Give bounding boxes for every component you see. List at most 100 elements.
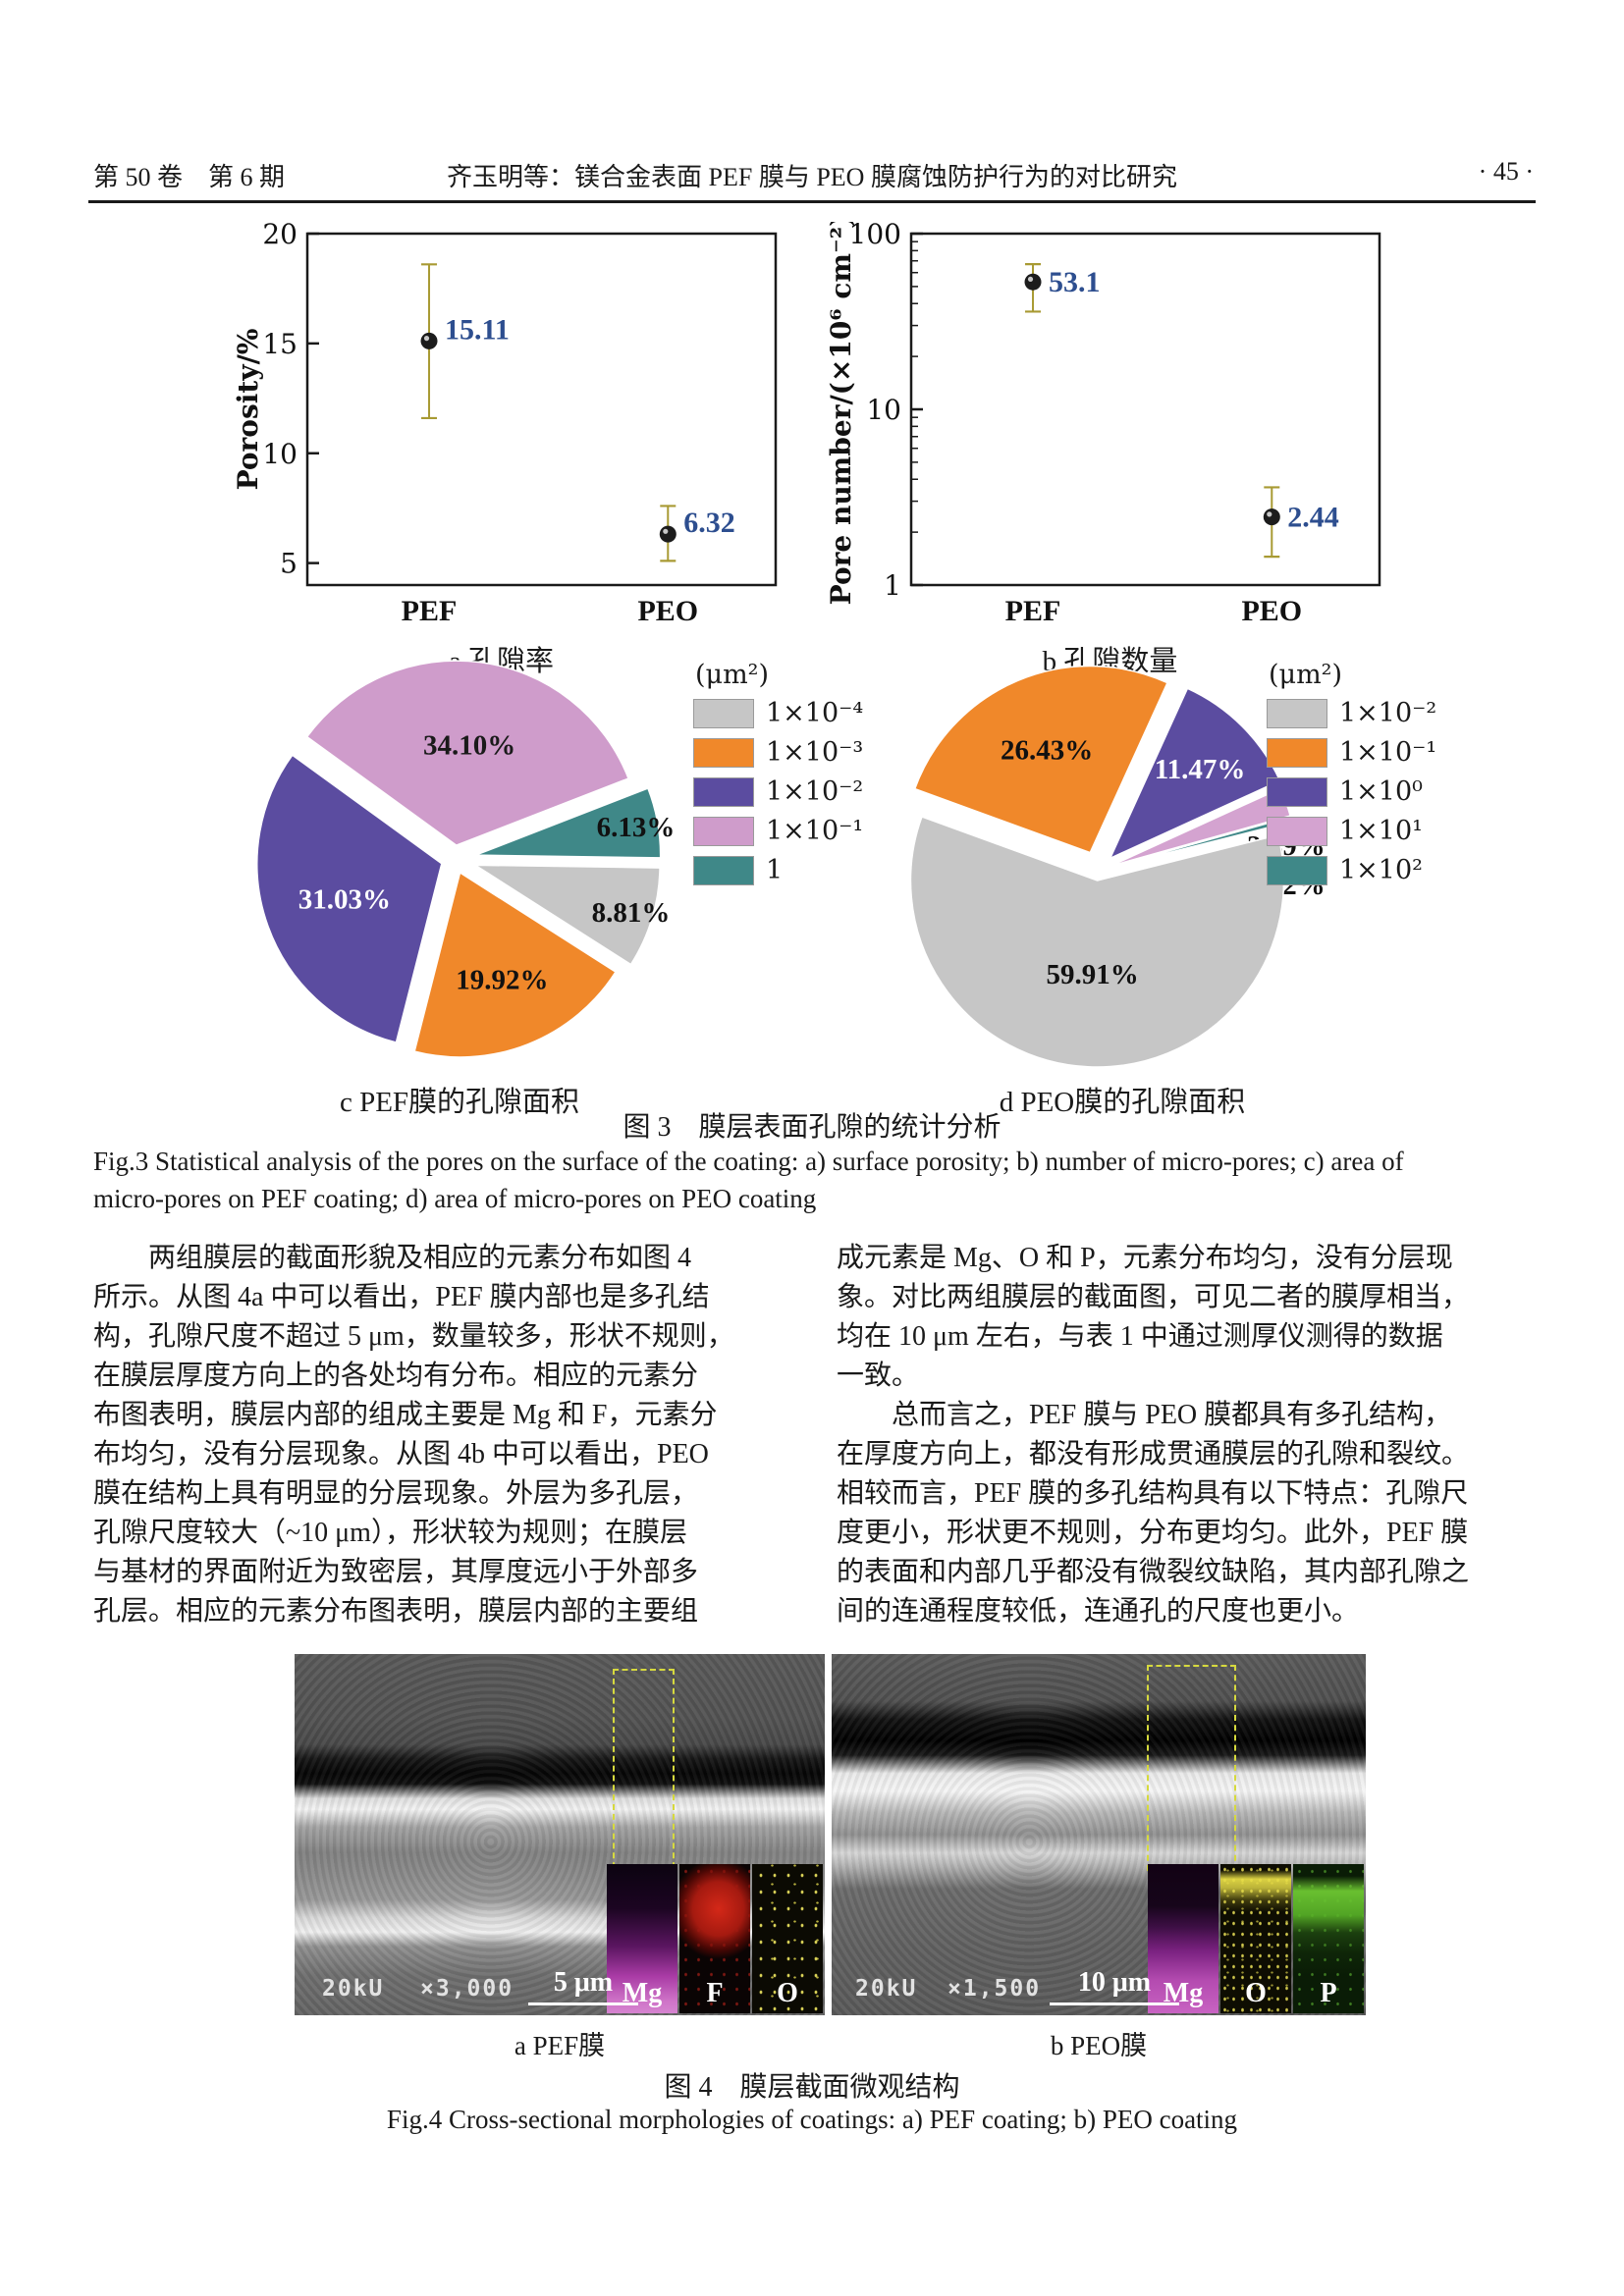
legend-label: 1×10⁻¹: [766, 816, 864, 846]
body-text-line: 与基材的界面附近为致密层，其厚度远小于外部多: [93, 1557, 699, 1587]
pie-slice: [475, 787, 662, 859]
legend-label: 1×10⁻⁴: [766, 698, 864, 728]
data-point-highlight: [1027, 276, 1034, 283]
sem-magnification-text: ×3,000: [420, 1976, 514, 2002]
scale-bar-label: 5 μm: [553, 1967, 614, 1998]
legend-label: 1×10⁻²: [766, 776, 864, 807]
y-tick-label: 15: [262, 328, 298, 360]
figure4-caption-en: Fig.4 Cross-sectional morphologies of co…: [386, 2105, 1238, 2134]
legend-label: 1×10⁻²: [1339, 698, 1437, 728]
body-text-line: 度更小，形状更不规则，分布更均匀。此外，PEF 膜: [837, 1518, 1469, 1548]
y-axis-label: Porosity/%: [232, 329, 264, 491]
eds-label-f: F: [706, 1978, 724, 2008]
pie-slice: [909, 816, 1285, 1068]
body-column-left: 两组膜层的截面形貌及相应的元素分布如图 4 所示。从图 4a 中可以看出，PEF …: [93, 1239, 792, 1631]
roi-dashed-box: [1146, 1665, 1236, 1872]
y-tick-label: 10: [866, 394, 901, 426]
pie-slice-label: 59.91%: [1047, 959, 1139, 990]
eds-map-strip: Mg F O: [607, 1864, 823, 2013]
legend-row: 1×10¹: [1267, 816, 1436, 846]
sem-b-caption: b PEO膜: [1050, 2031, 1148, 2060]
y-tick-label: 100: [849, 222, 901, 250]
chart-c-caption: c PEF膜的孔隙面积: [339, 1087, 580, 1118]
chart-d-caption: d PEO膜的孔隙面积: [999, 1087, 1246, 1118]
body-text-line: 孔层。相应的元素分布图表明，膜层内部的主要组: [93, 1596, 699, 1627]
data-point-highlight: [1267, 511, 1272, 517]
eds-map-o: O: [1220, 1864, 1291, 2013]
body-text-line: 布图表明，膜层内部的组成主要是 Mg 和 F，元素分: [93, 1400, 718, 1430]
pie-slice-label: 34.10%: [423, 730, 515, 762]
data-point-value-label: 53.1: [1049, 266, 1101, 298]
legend-label: 1×10⁻³: [766, 737, 864, 768]
pie-slice: [256, 754, 443, 1043]
legend-row: 1: [693, 855, 863, 885]
pie-slice-label: 26.43%: [1001, 734, 1093, 766]
body-text-line: 间的连通程度较低，连通孔的尺度也更小。: [837, 1596, 1360, 1627]
pie-plot-d: 26.43%11.47%2.49%0.42%59.91%: [909, 665, 1326, 1068]
legend-row: 1×10²: [1267, 855, 1436, 885]
y-tick-label: 5: [280, 548, 298, 580]
pie-slice-label: 8.81%: [592, 897, 671, 929]
pie-slice-label: 6.13%: [597, 812, 676, 843]
body-text-line: 相较而言，PEF 膜的多孔结构具有以下特点：孔隙尺: [837, 1478, 1469, 1509]
pie-slice-label: 31.03%: [298, 884, 391, 916]
y-axis-label: Pore number/(×10⁶ cm⁻²): [825, 222, 857, 605]
legend-swatch: [693, 737, 754, 768]
pie-slice: [413, 871, 618, 1058]
body-column-right: 成元素是 Mg、O 和 P，元素分布均匀，没有分层现 象。对比两组膜层的截面图，可…: [837, 1239, 1536, 1631]
legend-row: 1×10⁻¹: [1267, 737, 1436, 768]
data-point-highlight: [423, 336, 430, 342]
data-point-value-label: 15.11: [445, 313, 510, 346]
pie-slice-label: 19.92%: [456, 964, 548, 995]
journal-volume-issue: 第 50 卷 第 6 期: [93, 163, 286, 191]
legend-label: 1×10²: [1339, 855, 1423, 885]
legend-swatch: [1267, 698, 1327, 728]
sem-a-caption: a PEF膜: [514, 2031, 606, 2060]
body-text-line: 象。对比两组膜层的截面图，可见二者的膜厚相当，: [837, 1282, 1470, 1312]
legend-swatch: [1267, 737, 1327, 768]
x-category-label: PEO: [1241, 595, 1302, 627]
eds-map-mg: Mg: [1148, 1864, 1218, 2013]
sem-image-pef-cross-section: Mg F O 20kU ×3,000 5 μm: [295, 1654, 825, 2015]
pie-chart-pef-pore-area: 34.10% 6.13% 8.81% 19.92% 31.03% (μm²) 1×10⁻…: [224, 650, 955, 1133]
eds-label-p: P: [1320, 1978, 1337, 2008]
eds-map-mg: Mg: [607, 1864, 677, 2013]
y-tick-label: 20: [262, 222, 298, 250]
legend-row: 1×10⁻²: [1267, 698, 1436, 728]
page-number: · 45 ·: [1478, 157, 1534, 186]
legend-row: 1×10⁻²: [693, 776, 863, 807]
body-text-line: 两组膜层的截面形貌及相应的元素分布如图 4: [93, 1243, 692, 1273]
eds-map-strip: Mg O P: [1148, 1864, 1364, 2013]
body-text-line: 成元素是 Mg、O 和 P，元素分布均匀，没有分层现: [837, 1243, 1453, 1273]
figure4-caption-cn: 图 4 膜层截面微观结构: [664, 2072, 960, 2103]
scale-bar-label: 10 μm: [1077, 1967, 1152, 1998]
data-point: [1263, 508, 1280, 526]
legend-swatch: [693, 855, 754, 885]
body-text-line: 膜在结构上具有明显的分层现象。外层为多孔层，: [93, 1478, 699, 1509]
data-point-value-label: 6.32: [683, 507, 735, 539]
pie-chart-peo-pore-area: 26.43% 11.47% 2.49% 0.42% 59.91% (μm²) 1×10⁻…: [872, 650, 1624, 1133]
legend-title: (μm²): [695, 660, 770, 690]
legend-swatch: [693, 698, 754, 728]
eds-map-p: P: [1293, 1864, 1364, 2013]
eds-label-o: O: [1245, 1978, 1267, 2008]
running-title: 齐玉明等：镁合金表面 PEF 膜与 PEO 膜腐蚀防护行为的对比研究: [447, 163, 1177, 191]
body-text-line: 孔隙尺度较大（~10 μm），形状较为规则；在膜层: [93, 1518, 687, 1548]
legend-swatch: [1267, 816, 1327, 846]
figure3-caption-en-line2: micro-pores on PEF coating; d) area of m…: [93, 1184, 817, 1213]
legend-label: 1×10⁰: [1339, 776, 1423, 807]
legend-row: 1×10⁰: [1267, 776, 1436, 807]
pie-slice-label: 11.47%: [1155, 754, 1246, 785]
eds-label-o: O: [777, 1978, 798, 2008]
sem-image-peo-cross-section: Mg O P 20kU ×1,500 10 μm: [832, 1654, 1366, 2015]
x-category-label: PEF: [402, 595, 458, 627]
eds-map-o: O: [752, 1864, 823, 2013]
figure3-caption-en-line1: Fig.3 Statistical analysis of the pores …: [93, 1147, 1404, 1176]
legend-label: 1: [766, 855, 784, 885]
legend-title: (μm²): [1269, 660, 1343, 690]
body-text-line: 一致。: [837, 1361, 920, 1391]
eds-map-f: F: [679, 1864, 750, 2013]
header-rule: [88, 200, 1536, 203]
